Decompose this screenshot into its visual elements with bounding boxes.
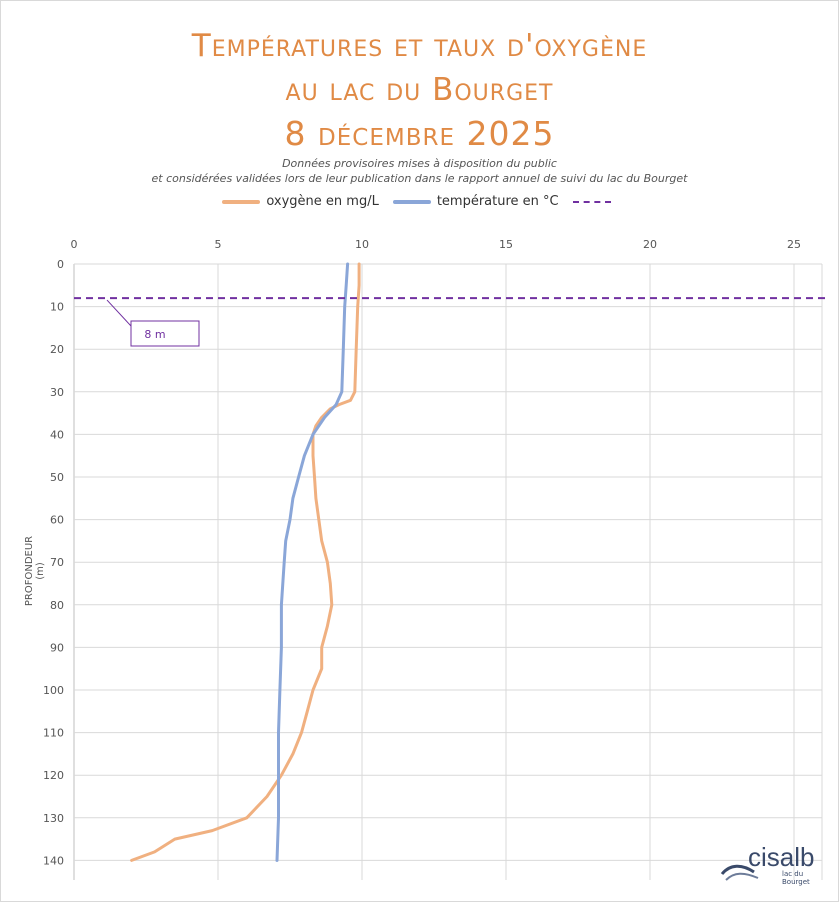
legend-label-oxygen: oxygène en mg/L: [266, 194, 379, 209]
chart-title-date: 8 décembre 2025: [284, 114, 555, 153]
y-tick-label-110: 110: [43, 727, 64, 740]
logo-tagline: lac du Bourget: [782, 870, 810, 886]
chart-title-line1: Températures et taux d'oxygène: [191, 28, 648, 64]
wave-icon: [720, 864, 759, 881]
annotation-box: [130, 320, 200, 347]
chart-subtitle-line1: Données provisoires mises à disposition …: [282, 157, 557, 170]
legend-item-dashed: [572, 200, 617, 203]
y-tick-label-70: 70: [50, 556, 64, 569]
depth-annotation: 8 m: [74, 297, 826, 347]
series-line-oxygen: [130, 262, 361, 862]
y-axis-label: PROFONDEUR (m): [24, 535, 46, 607]
legend-swatch-dashed: [572, 200, 611, 203]
y-tick-label-50: 50: [50, 471, 64, 484]
y-tick-label-130: 130: [43, 812, 64, 825]
chart-series: [130, 262, 361, 862]
y-tick-label-120: 120: [43, 769, 64, 782]
chart-grid: [73, 263, 823, 880]
series-line-temperature: [275, 262, 350, 862]
chart-title-line2: au lac du Bourget: [285, 72, 554, 108]
y-axis-ticks: 0 10 20 30 40 50 60 70 80 90 100 110 120 130 140: [43, 258, 64, 867]
chart-legend: oxygène en mg/L température en °C: [0, 194, 839, 209]
x-tick-label-15: 15: [499, 238, 513, 251]
legend-item-oxygen: oxygène en mg/L: [222, 194, 379, 209]
annotation-label: 8 m: [144, 328, 165, 341]
legend-label-temperature: température en °C: [436, 194, 559, 209]
x-tick-label-0: 0: [71, 238, 78, 251]
y-tick-label-10: 10: [50, 301, 64, 314]
logo-text: cisalb: [748, 842, 815, 872]
legend-swatch-oxygen: [222, 199, 261, 204]
legend-swatch-temperature: [392, 199, 431, 204]
y-tick-label-20: 20: [50, 343, 64, 356]
y-tick-label-30: 30: [50, 386, 64, 399]
y-tick-label-90: 90: [50, 641, 64, 654]
x-tick-label-5: 5: [215, 238, 222, 251]
legend-item-temperature: température en °C: [392, 194, 559, 209]
x-tick-label-20: 20: [643, 238, 657, 251]
x-axis-ticks: 0 5 10 15 20 25: [71, 238, 802, 251]
y-tick-label-60: 60: [50, 514, 64, 527]
x-tick-label-25: 25: [787, 238, 801, 251]
annotation-leader: [106, 299, 132, 327]
y-tick-label-100: 100: [43, 684, 64, 697]
chart-subtitle-line2: et considérées validées lors de leur pub…: [151, 172, 688, 185]
y-tick-label-140: 140: [43, 854, 64, 867]
y-tick-label-40: 40: [50, 428, 64, 441]
y-tick-label-80: 80: [50, 599, 64, 612]
x-tick-label-10: 10: [355, 238, 369, 251]
y-tick-label-0: 0: [57, 258, 64, 271]
cisalb-logo: cisalb lac du Bourget: [720, 842, 830, 886]
